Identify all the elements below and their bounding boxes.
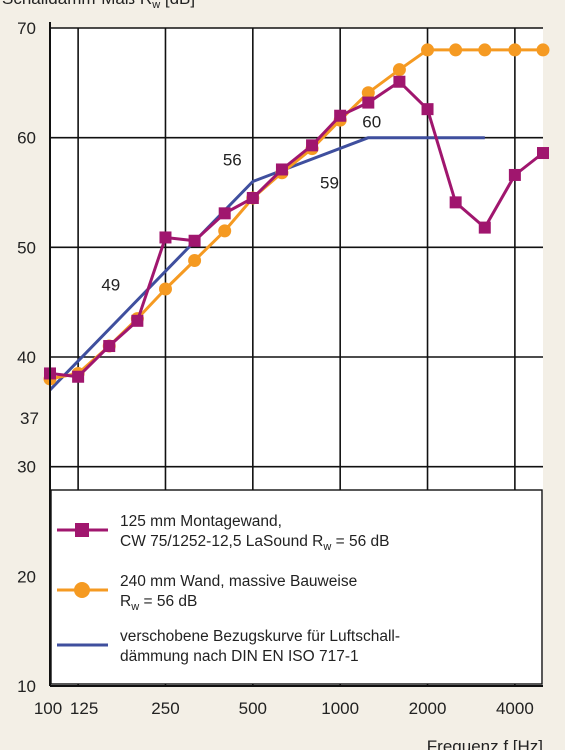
x-tick-label-1000: 1000 [321,699,359,718]
legend-swatch-marker-montagewand [75,523,89,537]
point-massiv-1600 [392,63,406,77]
point-massiv-315 [188,253,202,267]
point-montagewand-200 [131,314,144,327]
point-montagewand-125 [72,370,85,383]
legend-entry-bezugskurve: verschobene Bezugskurve für Luftschall-d… [57,628,400,665]
point-montagewand-500 [246,191,259,204]
point-montagewand-160 [103,340,116,353]
legend: 125 mm Montagewand, CW 75/1252-12,5 LaSou… [50,489,543,685]
annotation-49: 49 [101,275,120,294]
point-montagewand-630 [275,163,288,176]
series-layer [43,43,550,391]
x-tick-label-500: 500 [239,699,267,718]
point-montagewand-800 [306,139,319,152]
y-tick-label-10: 10 [17,677,36,696]
point-montagewand-2500 [449,196,462,209]
x-axis-label: Frequenz f [Hz] [427,737,543,750]
point-massiv-2500 [449,43,463,57]
x-tick-label-2000: 2000 [409,699,447,718]
point-montagewand-250 [159,231,172,244]
y-axis-label: Schalldämm-Maß Rw [dB] [2,0,195,11]
point-montagewand-2000 [421,103,434,116]
legend-box [50,489,543,685]
point-montagewand-1000 [334,109,347,122]
y-tick-label-40: 40 [17,348,36,367]
annotation-layer: 37 49 56 59 60 [20,113,381,428]
legend-label-montagewand-line2: CW 75/1252-12,5 LaSound Rw = 56 dB [120,533,389,553]
annotation-60: 60 [362,113,381,132]
annotation-56: 56 [223,151,242,170]
y-tick-label-60: 60 [17,129,36,148]
legend-entry-montagewand: 125 mm Montagewand, CW 75/1252-12,5 LaSou… [57,513,389,553]
point-montagewand-315 [188,234,201,247]
point-montagewand-4000 [508,168,521,181]
y-tick-label-30: 30 [17,458,36,477]
point-montagewand-3150 [478,221,491,234]
legend-label-massiv-line2: Rw = 56 dB [120,593,197,613]
series-line-bezugskurve [48,136,485,391]
legend-label-massiv-line1: 240 mm Wand, massive Bauweise [120,573,357,590]
point-massiv-5000 [536,43,550,57]
point-massiv-1250 [361,86,375,100]
annotation-59: 59 [320,174,339,193]
axes [49,22,543,687]
point-montagewand-5000 [537,147,549,160]
y-tick-label-20: 20 [17,567,36,586]
y-tick-label-50: 50 [17,238,36,257]
x-tick-label-125: 125 [70,699,98,718]
x-tick-label-4000: 4000 [496,699,534,718]
x-tick-label-250: 250 [151,699,179,718]
series-bezugskurve [48,136,485,391]
legend-entry-massiv: 240 mm Wand, massive Bauweise Rw = 56 dB [57,573,357,613]
point-montagewand-1600 [393,75,406,88]
legend-label-bezugskurve-line1: verschobene Bezugskurve für Luftschall- [120,628,400,645]
annotation-37: 37 [20,409,39,428]
x-tick-label-100: 100 [34,699,62,718]
point-massiv-4000 [508,43,522,57]
axis-labels: 70 60 50 40 30 20 10 100 125 250 500 1000 2000 4000 Sc… [2,0,543,750]
point-massiv-2000 [421,43,435,57]
point-massiv-3150 [478,43,492,57]
point-massiv-250 [158,282,172,296]
legend-label-montagewand-line1: 125 mm Montagewand, [120,513,282,530]
legend-label-bezugskurve-line2: dämmung nach DIN EN ISO 717-1 [120,648,359,665]
series-montagewand [44,75,549,383]
point-massiv-400 [218,224,232,238]
legend-swatch-marker-massiv [74,582,90,598]
point-montagewand-1250 [362,96,375,109]
point-montagewand-400 [218,207,231,220]
y-tick-label-70: 70 [17,19,36,38]
